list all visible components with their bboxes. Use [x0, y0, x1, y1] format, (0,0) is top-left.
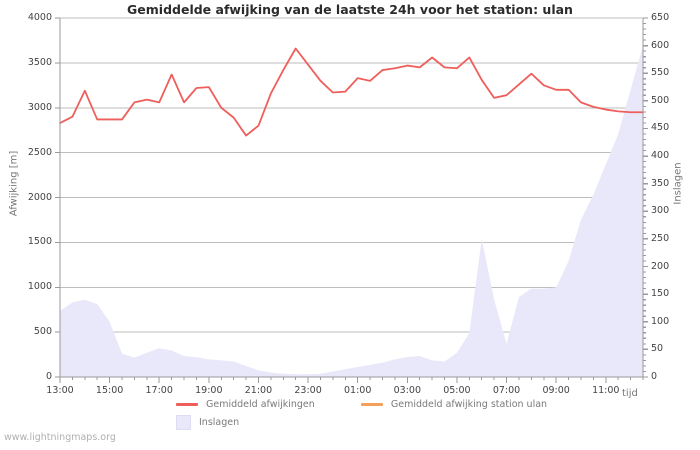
x-axis-tick: 09:00: [542, 385, 570, 396]
x-axis-tick: 15:00: [95, 385, 124, 396]
legend-item-avg-deviation[interactable]: Gemiddeld afwijkingen: [176, 398, 315, 411]
legend-label-station-deviation: Gemiddeld afwijking station ulan: [390, 399, 548, 410]
y-axis-right-tick: 350: [651, 177, 670, 189]
x-axis-tick: 19:00: [195, 385, 223, 396]
x-axis-tick: 07:00: [492, 385, 521, 396]
y-axis-left-tick: 1500: [27, 236, 52, 248]
y-axis-right-tick: 500: [651, 94, 670, 106]
legend-swatch-area: [176, 415, 191, 430]
legend-row-lines: Gemiddeld afwijkingen Gemiddeld afwijkin…: [176, 398, 547, 411]
y-axis-left-tick: 1000: [27, 281, 52, 293]
footer-url: www.lightningmaps.org: [4, 432, 116, 443]
legend-label-avg-deviation: Gemiddeld afwijkingen: [206, 399, 315, 410]
legend-row-area: Inslagen: [176, 415, 239, 430]
y-axis-right-tick: 650: [651, 12, 670, 23]
y-axis-right-tick: 200: [651, 260, 670, 272]
x-axis-label: tijd: [622, 388, 638, 399]
y-axis-left-tick: 4000: [27, 12, 52, 23]
legend-swatch-red-line: [176, 403, 198, 406]
y-axis-right-tick: 0: [651, 371, 658, 382]
x-axis-tick: 17:00: [145, 385, 173, 396]
x-axis-tick: 21:00: [244, 385, 273, 396]
x-axis-tick: 13:00: [46, 385, 74, 396]
y-axis-left-tick: 500: [33, 326, 52, 338]
y-axis-right-tick: 450: [651, 122, 670, 134]
y-axis-right-tick: 250: [651, 232, 670, 244]
legend-item-station-deviation[interactable]: Gemiddeld afwijking station ulan: [360, 398, 548, 411]
y-axis-right-tick: 50: [651, 343, 664, 355]
legend-item-strikes[interactable]: Inslagen: [176, 415, 239, 430]
chart-title: Gemiddelde afwijking van de laatste 24h …: [127, 2, 573, 17]
legend-label-strikes: Inslagen: [199, 417, 240, 428]
y-axis-left-tick: 3000: [27, 101, 52, 113]
x-axis-tick: 23:00: [294, 385, 322, 396]
x-axis-tick: 03:00: [393, 385, 421, 396]
y-axis-right-tick: 400: [651, 150, 670, 162]
y-axis-left-tick: 3500: [27, 56, 52, 68]
x-axis-tick: 11:00: [592, 385, 620, 396]
y-axis-left-tick: 0: [45, 371, 52, 382]
y-axis-right-tick: 300: [651, 205, 670, 217]
y-axis-left-tick: 2500: [27, 146, 52, 158]
legend-swatch-orange-line: [360, 403, 383, 406]
y-axis-right-tick: 600: [651, 39, 670, 51]
x-axis-tick: 01:00: [343, 385, 372, 396]
x-axis-tick: 05:00: [443, 385, 471, 396]
y-axis-right-tick: 550: [651, 67, 670, 79]
y-axis-right-tick: 100: [651, 315, 670, 327]
y-axis-right-tick: 150: [651, 288, 670, 300]
y-axis-left-tick: 2000: [27, 191, 52, 203]
